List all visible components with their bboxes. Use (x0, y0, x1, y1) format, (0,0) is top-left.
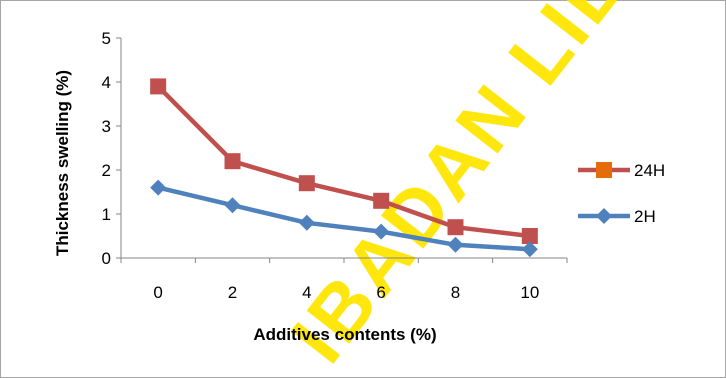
square-marker (521, 228, 538, 244)
legend-label: 2H (634, 207, 656, 226)
diamond-marker (373, 223, 390, 240)
diamond-marker (224, 197, 241, 214)
y-tick-label: 4 (102, 73, 111, 92)
y-tick-label: 0 (102, 249, 111, 268)
y-axis-title: Thickness swelling (%) (53, 70, 72, 256)
x-tick-label: 10 (520, 283, 539, 302)
x-axis-title: Additives contents (%) (253, 325, 436, 344)
diamond-marker (150, 179, 167, 196)
y-tick-label: 1 (102, 205, 111, 224)
legend-square-marker (596, 162, 612, 178)
series-24h (150, 78, 538, 244)
y-tick-label: 5 (102, 29, 111, 48)
legend-item-24h: 24H (578, 161, 665, 180)
x-tick-label: 6 (376, 283, 385, 302)
axes: 0 1 2 3 4 5 0 2 4 6 8 10 (102, 29, 568, 302)
legend-item-2h: 2H (578, 207, 656, 226)
legend: 24H 2H (578, 161, 665, 226)
series-line (155, 185, 533, 252)
series-group (150, 78, 538, 258)
x-tick-label: 4 (302, 283, 311, 302)
y-tick-label: 2 (102, 161, 111, 180)
y-tick-label: 3 (102, 117, 111, 136)
series-line (155, 84, 533, 239)
x-tick-label: 8 (451, 283, 460, 302)
diamond-marker (521, 241, 538, 258)
diamond-marker (298, 214, 315, 231)
legend-label: 24H (634, 161, 665, 180)
x-tick-label: 2 (228, 283, 237, 302)
x-tick-label: 0 (153, 283, 162, 302)
square-marker (298, 175, 315, 192)
square-marker (373, 192, 390, 209)
legend-diamond-marker (596, 208, 612, 224)
square-marker (447, 219, 464, 236)
series-2h (150, 179, 538, 258)
square-marker (150, 78, 167, 95)
square-marker (224, 153, 241, 170)
diamond-marker (447, 236, 464, 253)
